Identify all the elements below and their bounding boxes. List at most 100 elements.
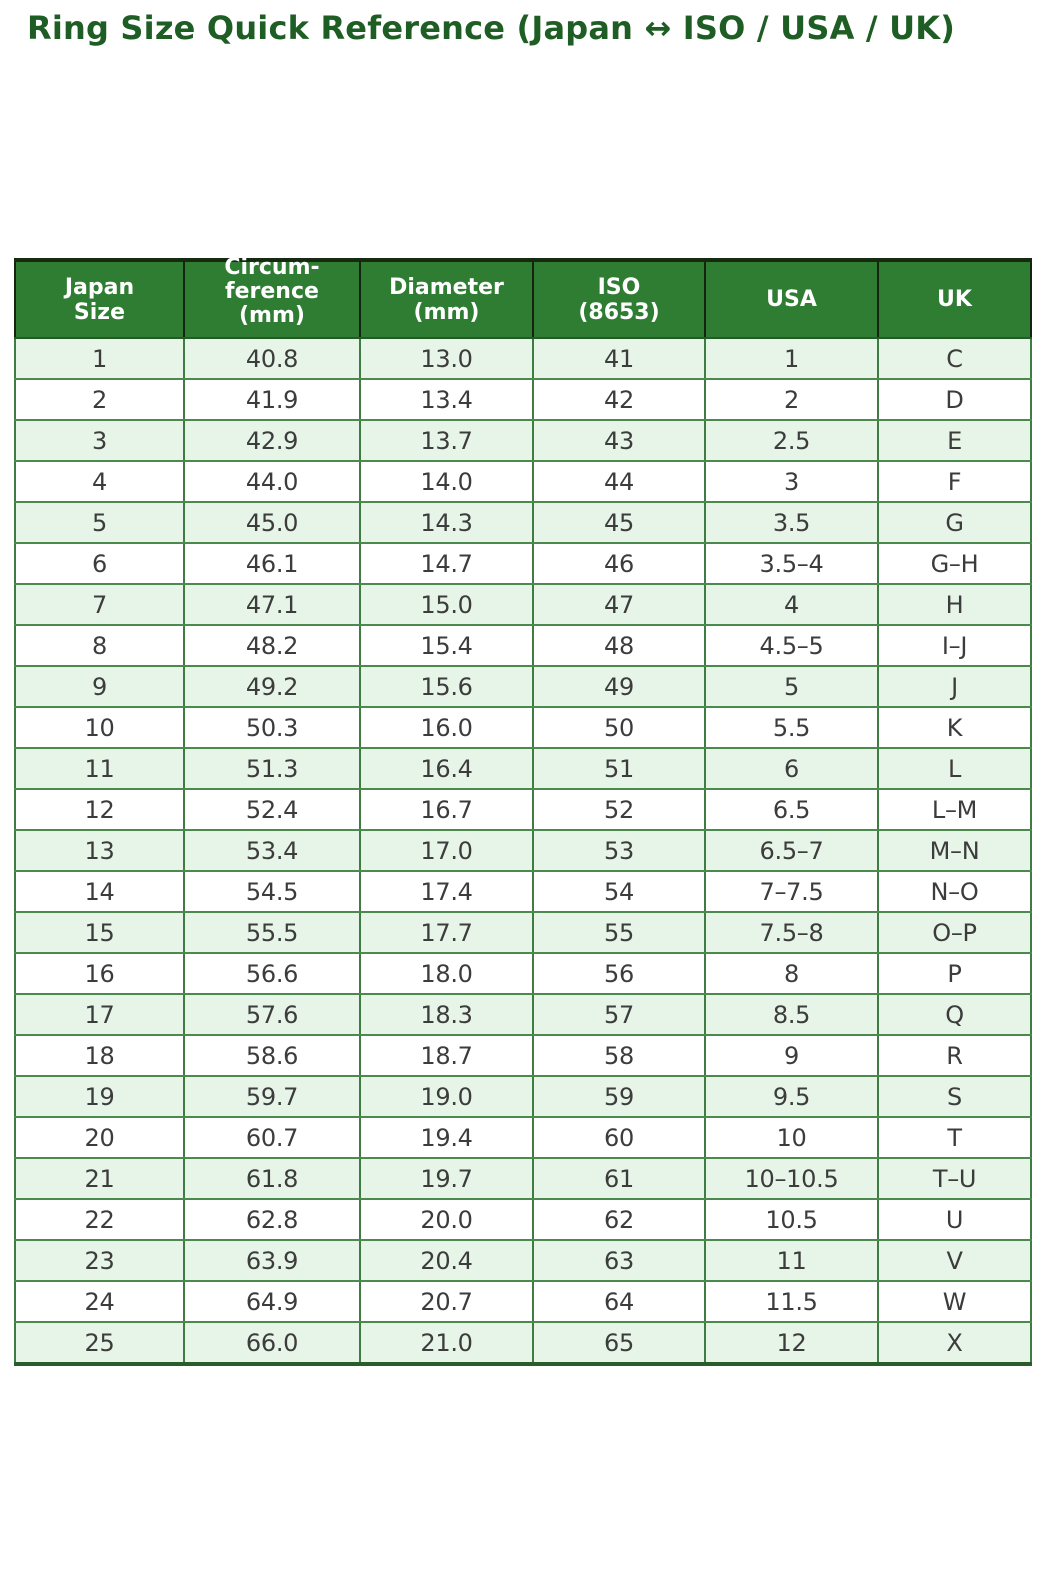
table-cell-iso_8653: 53 [532, 829, 706, 872]
table-cell-diameter_mm: 14.3 [359, 501, 534, 544]
table-cell-circumference_mm: 54.5 [183, 870, 361, 913]
table-cell-circumference_mm: 58.6 [183, 1034, 361, 1077]
table-cell-circumference_mm: 51.3 [183, 747, 361, 790]
table-cell-iso_8653: 49 [532, 665, 706, 708]
table-row: 25 66.0 21.0 65 12 X [14, 1321, 1032, 1366]
table-row: 20 60.7 19.4 60 10 T [14, 1116, 1032, 1159]
table-cell-circumference_mm: 46.1 [183, 542, 361, 585]
column-header-usa: USA [704, 258, 879, 339]
table-row: 1 40.8 13.0 41 1 C [14, 337, 1032, 380]
table-cell-usa: 10–10.5 [704, 1157, 879, 1200]
table-cell-circumference_mm: 66.0 [183, 1321, 361, 1366]
table-row: 5 45.0 14.3 45 3.5 G [14, 501, 1032, 544]
table-cell-iso_8653: 57 [532, 993, 706, 1036]
table-row: 7 47.1 15.0 47 4 H [14, 583, 1032, 626]
table-cell-circumference_mm: 40.8 [183, 337, 361, 380]
table-row: 15 55.5 17.7 55 7.5–8 O–P [14, 911, 1032, 954]
table-cell-usa: 7–7.5 [704, 870, 879, 913]
table-cell-diameter_mm: 21.0 [359, 1321, 534, 1366]
table-row: 18 58.6 18.7 58 9 R [14, 1034, 1032, 1077]
table-cell-uk: T [877, 1116, 1032, 1159]
table-cell-japan_size: 10 [14, 706, 185, 749]
table-cell-uk: J [877, 665, 1032, 708]
table-cell-circumference_mm: 57.6 [183, 993, 361, 1036]
table-cell-diameter_mm: 13.7 [359, 419, 534, 462]
table-cell-iso_8653: 54 [532, 870, 706, 913]
table-cell-circumference_mm: 61.8 [183, 1157, 361, 1200]
column-header-label: ISO (8653) [578, 274, 660, 325]
table-cell-usa: 1 [704, 337, 879, 380]
table-cell-iso_8653: 59 [532, 1075, 706, 1118]
table-cell-iso_8653: 55 [532, 911, 706, 954]
header-row: Japan Size Circum- ference (mm) Diameter… [14, 255, 1032, 339]
table-cell-iso_8653: 56 [532, 952, 706, 995]
table-cell-uk: S [877, 1075, 1032, 1118]
table-cell-japan_size: 2 [14, 378, 185, 421]
table-cell-japan_size: 25 [14, 1321, 185, 1366]
table-cell-iso_8653: 61 [532, 1157, 706, 1200]
table-cell-usa: 11 [704, 1239, 879, 1282]
table-cell-circumference_mm: 53.4 [183, 829, 361, 872]
table-row: 19 59.7 19.0 59 9.5 S [14, 1075, 1032, 1118]
table-cell-japan_size: 14 [14, 870, 185, 913]
table-row: 6 46.1 14.7 46 3.5–4 G–H [14, 542, 1032, 585]
table-cell-usa: 6.5 [704, 788, 879, 831]
table-cell-diameter_mm: 18.3 [359, 993, 534, 1036]
table-cell-usa: 2.5 [704, 419, 879, 462]
table-cell-iso_8653: 46 [532, 542, 706, 585]
table-cell-iso_8653: 50 [532, 706, 706, 749]
table-cell-circumference_mm: 44.0 [183, 460, 361, 503]
table-cell-usa: 9.5 [704, 1075, 879, 1118]
table-cell-diameter_mm: 17.0 [359, 829, 534, 872]
table-cell-uk: X [877, 1321, 1032, 1366]
column-header-diameter: Diameter (mm) [359, 258, 534, 339]
table-cell-uk: U [877, 1198, 1032, 1241]
ring-size-table: Japan Size Circum- ference (mm) Diameter… [14, 255, 1032, 1366]
table-cell-japan_size: 17 [14, 993, 185, 1036]
table-cell-iso_8653: 60 [532, 1116, 706, 1159]
column-header-label: Japan Size [64, 274, 135, 325]
table-row: 9 49.2 15.6 49 5 J [14, 665, 1032, 708]
table-cell-japan_size: 11 [14, 747, 185, 790]
table-cell-diameter_mm: 17.4 [359, 870, 534, 913]
table-cell-japan_size: 20 [14, 1116, 185, 1159]
table-cell-diameter_mm: 19.7 [359, 1157, 534, 1200]
table-row: 12 52.4 16.7 52 6.5 L–M [14, 788, 1032, 831]
table-cell-usa: 4 [704, 583, 879, 626]
table-cell-circumference_mm: 60.7 [183, 1116, 361, 1159]
column-header-label: UK [937, 287, 972, 312]
table-cell-usa: 6 [704, 747, 879, 790]
table-cell-uk: T–U [877, 1157, 1032, 1200]
table-cell-iso_8653: 65 [532, 1321, 706, 1366]
table-cell-uk: P [877, 952, 1032, 995]
table-cell-uk: N–O [877, 870, 1032, 913]
table-cell-usa: 6.5–7 [704, 829, 879, 872]
table-cell-japan_size: 3 [14, 419, 185, 462]
column-header-label: Circum- ference (mm) [224, 254, 320, 328]
table-cell-japan_size: 18 [14, 1034, 185, 1077]
table-cell-japan_size: 12 [14, 788, 185, 831]
table-row: 8 48.2 15.4 48 4.5–5 I–J [14, 624, 1032, 667]
table-cell-diameter_mm: 13.4 [359, 378, 534, 421]
table-cell-usa: 10.5 [704, 1198, 879, 1241]
table-cell-iso_8653: 48 [532, 624, 706, 667]
column-header-label: Diameter (mm) [389, 274, 504, 325]
column-header-label: USA [766, 287, 817, 312]
table-cell-iso_8653: 51 [532, 747, 706, 790]
table-cell-diameter_mm: 19.4 [359, 1116, 534, 1159]
table-row: 14 54.5 17.4 54 7–7.5 N–O [14, 870, 1032, 913]
table-cell-usa: 5.5 [704, 706, 879, 749]
table-cell-circumference_mm: 49.2 [183, 665, 361, 708]
table-cell-iso_8653: 52 [532, 788, 706, 831]
table-cell-usa: 3.5–4 [704, 542, 879, 585]
table-cell-uk: C [877, 337, 1032, 380]
table-cell-diameter_mm: 15.4 [359, 624, 534, 667]
table-cell-circumference_mm: 52.4 [183, 788, 361, 831]
table-cell-diameter_mm: 14.7 [359, 542, 534, 585]
table-cell-iso_8653: 62 [532, 1198, 706, 1241]
table-cell-iso_8653: 64 [532, 1280, 706, 1323]
table-row: 3 42.9 13.7 43 2.5 E [14, 419, 1032, 462]
table-cell-diameter_mm: 14.0 [359, 460, 534, 503]
table-cell-japan_size: 4 [14, 460, 185, 503]
table-cell-uk: F [877, 460, 1032, 503]
